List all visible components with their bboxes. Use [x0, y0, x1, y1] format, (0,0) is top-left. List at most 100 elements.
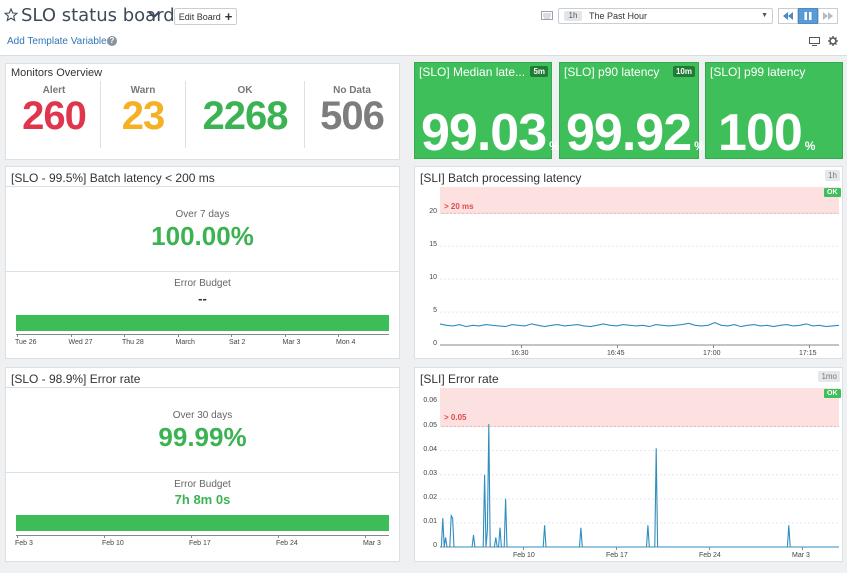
monitors-overview-widget[interactable]: Monitors Overview Alert 260 Warn 23 OK 2… [5, 63, 400, 160]
chart-svg [439, 187, 840, 346]
rewind-icon [783, 12, 793, 20]
x-tick-label: Feb 24 [699, 552, 721, 559]
timeframe-badge: 1h [564, 11, 582, 21]
x-tick-label: 16:30 [511, 350, 529, 357]
forward-icon [823, 12, 833, 20]
slo-tile-unit: % [804, 139, 816, 153]
slo-tile-unit: % [549, 139, 560, 153]
monitor-label: No Data [333, 85, 371, 96]
threshold-band [440, 388, 839, 427]
timeline-axis [16, 535, 389, 536]
timeline-tick-label: Feb 3 [15, 540, 33, 547]
y-tick-label: 0.01 [423, 517, 437, 525]
keyboard-icon[interactable] [541, 11, 553, 20]
y-tick-label: 10 [429, 274, 437, 282]
timeline-tick-mark [231, 334, 232, 337]
timeline-tick-mark [365, 535, 366, 538]
widget-title: [SLO - 98.9%] Error rate [11, 372, 141, 386]
monitor-label: Warn [130, 85, 156, 96]
x-tick-mark [709, 547, 710, 550]
timeline-axis [16, 334, 389, 335]
board-header: SLO status board Edit Board + Add Templa… [0, 0, 847, 56]
timeline-tick-label: Sat 2 [229, 339, 246, 346]
monitor-cell-alert[interactable]: Alert 260 [8, 81, 101, 148]
status-badge: OK [824, 389, 841, 398]
edit-board-button[interactable]: Edit Board + [174, 8, 237, 25]
y-tick-label: 0 [433, 340, 437, 347]
error-budget-value: -- [198, 291, 207, 306]
monitor-count: 260 [22, 94, 87, 138]
board-title: SLO status board [21, 5, 175, 26]
x-tick-mark [521, 345, 522, 348]
pause-icon [804, 12, 812, 20]
x-tick-label: 17:00 [703, 350, 721, 357]
timeline-tick-label: March [175, 339, 195, 346]
status-badge: OK [824, 188, 841, 197]
error-budget-label: Error Budget [174, 479, 231, 490]
slo-tile-title: [SLO] p90 latency [564, 65, 660, 79]
slo-tile-value-wrap: 99.92% [566, 103, 705, 163]
slo-tile-value: 99.03 [421, 104, 547, 162]
timeline-tick-label: Feb 17 [189, 540, 211, 547]
timeframe-value: The Past Hour [589, 11, 648, 21]
add-template-variables-link[interactable]: Add Template Variables [7, 36, 112, 47]
caret-down-icon: ▼ [761, 12, 768, 19]
y-tick-label: 0.04 [423, 445, 437, 453]
slo-tile-value-wrap: 99.03% [421, 103, 560, 163]
rewind-button[interactable] [778, 8, 798, 24]
help-icon[interactable]: ? [107, 36, 117, 46]
x-tick-label: 17:15 [799, 350, 817, 357]
monitor-cell-no-data[interactable]: No Data 506 [305, 81, 399, 148]
x-tick-label: Feb 10 [513, 552, 535, 559]
x-tick-label: Mar 3 [792, 552, 810, 559]
y-tick-label: 0.03 [423, 469, 437, 477]
timeline-tick-mark [191, 535, 192, 538]
error-budget-bar [16, 315, 389, 331]
slo-error-rate-widget[interactable]: [SLO - 98.9%] Error rate Over 30 days 99… [5, 367, 400, 562]
slo-tile-median-latency[interactable]: [SLO] Median late... 5m 99.03% [414, 62, 560, 162]
timeline-tick-label: Wed 27 [68, 339, 93, 346]
timeline-tick-label: Mar 3 [282, 339, 301, 346]
y-tick-label: 15 [429, 241, 437, 249]
monitor-cell-warn[interactable]: Warn 23 [101, 81, 186, 148]
slo-batch-latency-widget[interactable]: [SLO - 99.5%] Batch latency < 200 ms Ove… [5, 166, 400, 359]
sli-batch-latency-chart-widget[interactable]: [SLI] Batch processing latency 1h 0 5 10 15… [414, 166, 843, 359]
sli-error-rate-chart-widget[interactable]: [SLI] Error rate 1mo 0 0.01 0.02 0.03 0.04 0.… [414, 367, 843, 562]
slo-tile-p90-latency[interactable]: [SLO] p90 latency 10m 99.92% [559, 62, 705, 162]
tv-mode-icon[interactable] [809, 37, 820, 46]
divider [6, 186, 399, 187]
timeline-tick-mark [104, 535, 105, 538]
slo-tile-unit: % [694, 139, 705, 153]
timeline-tick-mark [177, 334, 179, 337]
widget-title: [SLO - 99.5%] Batch latency < 200 ms [11, 171, 215, 185]
x-tick-mark [617, 345, 618, 348]
y-tick-label: 0 [433, 542, 437, 549]
slo-tile-value: 100 [718, 104, 803, 162]
monitor-count: 2268 [202, 94, 289, 138]
monitor-cell-ok[interactable]: OK 2268 [186, 81, 305, 148]
widget-title: [SLI] Batch processing latency [420, 171, 582, 185]
error-budget-bar [16, 515, 389, 531]
slo-value: 100.00% [151, 221, 254, 251]
divider [6, 271, 399, 272]
monitors-overview-title: Monitors Overview [11, 67, 103, 79]
slo-tile-p99-latency[interactable]: [SLO] p99 latency 100% [705, 62, 843, 162]
y-tick-label: 5 [433, 307, 437, 315]
slo-tile-title: [SLO] p99 latency [710, 65, 806, 79]
chevron-down-icon[interactable] [148, 11, 160, 19]
timeline-tick-mark [17, 334, 18, 337]
error-budget-label: Error Budget [174, 278, 231, 289]
slo-tile-tag: 5m [530, 66, 548, 77]
timeline-tick-label: Feb 24 [276, 540, 298, 547]
x-tick-mark [713, 345, 714, 348]
timeframe-select[interactable]: 1h The Past Hour ▼ [558, 8, 773, 24]
pause-button[interactable] [798, 8, 818, 24]
plus-icon: + [224, 8, 233, 24]
gear-icon[interactable] [828, 36, 838, 46]
star-icon[interactable] [4, 8, 18, 22]
timeline-tick-label: Thu 28 [122, 339, 144, 346]
monitor-label: Alert [42, 85, 66, 96]
divider [6, 472, 399, 473]
forward-button[interactable] [818, 8, 838, 24]
y-tick-label: 0.02 [423, 493, 437, 501]
